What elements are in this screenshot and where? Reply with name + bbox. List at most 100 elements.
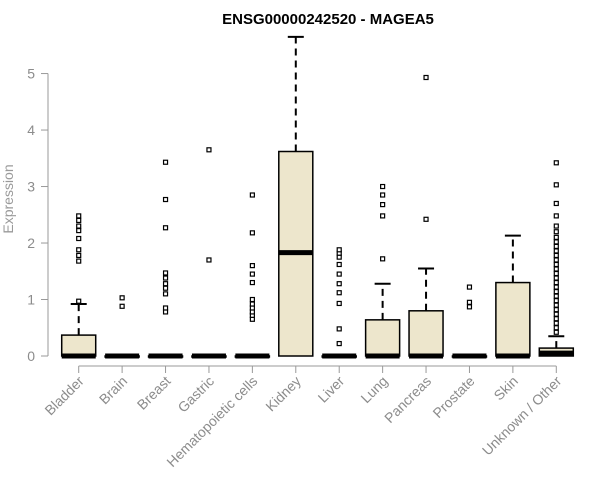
x-tick-label: Gastric bbox=[174, 373, 217, 416]
box-group bbox=[408, 74, 444, 359]
outlier-point bbox=[553, 298, 559, 304]
outlier-point bbox=[553, 329, 559, 335]
x-tick-label: Prostate bbox=[429, 373, 477, 421]
outlier-point bbox=[162, 225, 169, 231]
outlier-point bbox=[336, 326, 342, 332]
outlier-point bbox=[553, 293, 559, 299]
outlier-point bbox=[206, 257, 212, 263]
outlier-point bbox=[162, 275, 169, 281]
outlier-point bbox=[76, 252, 82, 259]
outlier-point bbox=[466, 299, 473, 305]
outlier-point bbox=[162, 159, 169, 165]
outlier-point bbox=[553, 239, 559, 245]
y-tick-label: 3 bbox=[27, 179, 35, 195]
box bbox=[495, 281, 531, 357]
box-group bbox=[104, 295, 140, 359]
box-group bbox=[278, 35, 314, 357]
x-tick-label: Pancreas bbox=[381, 373, 434, 426]
box-group bbox=[538, 160, 575, 357]
y-axis-label: Expression bbox=[0, 164, 16, 233]
x-tick-label: Kidney bbox=[262, 373, 304, 415]
outlier-point bbox=[553, 182, 559, 188]
outlier-point bbox=[423, 74, 429, 81]
outlier-point bbox=[553, 213, 559, 219]
outlier-point bbox=[162, 196, 169, 203]
outlier-point bbox=[553, 279, 559, 286]
outlier-point bbox=[76, 223, 82, 229]
outlier-point bbox=[119, 303, 125, 309]
outlier-point bbox=[206, 147, 212, 153]
x-tick-label: Liver bbox=[315, 373, 348, 406]
box-group bbox=[451, 284, 488, 359]
outlier-point bbox=[553, 261, 559, 268]
outlier-point bbox=[76, 247, 82, 253]
outlier-point bbox=[553, 302, 559, 308]
outlier-point bbox=[553, 257, 559, 263]
outlier-point bbox=[76, 227, 82, 234]
box bbox=[408, 310, 444, 357]
outlier-point bbox=[76, 258, 82, 264]
x-tick-label: Unknown / Other bbox=[479, 373, 565, 459]
outlier-point bbox=[380, 202, 386, 208]
outlier-point bbox=[553, 316, 559, 322]
box-group bbox=[364, 183, 401, 359]
outlier-point bbox=[553, 289, 559, 295]
outlier-point bbox=[380, 256, 386, 262]
x-tick-label: Skin bbox=[490, 373, 521, 404]
outlier-point bbox=[336, 247, 342, 253]
outlier-point bbox=[249, 279, 255, 286]
outlier-point bbox=[336, 290, 342, 296]
outlier-point bbox=[553, 223, 559, 229]
outlier-point bbox=[162, 305, 169, 311]
outlier-point bbox=[76, 235, 82, 242]
outlier-point bbox=[553, 200, 559, 207]
outlier-point bbox=[380, 192, 386, 198]
outlier-point bbox=[553, 229, 559, 235]
outlier-point bbox=[249, 296, 255, 303]
box bbox=[364, 319, 401, 357]
y-tick-label: 2 bbox=[27, 235, 35, 251]
outlier-point bbox=[466, 304, 473, 310]
outlier-point bbox=[336, 271, 342, 277]
outlier-point bbox=[162, 291, 169, 297]
outlier-point bbox=[553, 275, 559, 281]
box-group bbox=[495, 234, 531, 359]
x-tick-label: Lung bbox=[357, 373, 390, 406]
outlier-point bbox=[423, 216, 429, 222]
outlier-point bbox=[553, 270, 559, 277]
outlier-point bbox=[162, 281, 169, 287]
outlier-point bbox=[76, 298, 82, 304]
chart-title: ENSG00000242520 - MAGEA5 bbox=[222, 11, 434, 28]
outlier-point bbox=[553, 307, 559, 313]
outlier-point bbox=[76, 217, 82, 224]
y-tick-label: 1 bbox=[27, 292, 35, 308]
box-group bbox=[234, 192, 271, 359]
outlier-point bbox=[553, 234, 559, 240]
outlier-point bbox=[553, 266, 559, 272]
outlier-point bbox=[553, 320, 559, 326]
box-group bbox=[191, 147, 227, 359]
outlier-point bbox=[553, 325, 559, 331]
outlier-point bbox=[380, 213, 386, 219]
outlier-point bbox=[466, 284, 473, 290]
outlier-point bbox=[336, 281, 342, 287]
outlier-point bbox=[249, 192, 255, 198]
outlier-point bbox=[119, 295, 125, 301]
outlier-point bbox=[162, 285, 169, 291]
outlier-point bbox=[249, 230, 255, 236]
outlier-point bbox=[553, 311, 559, 317]
x-tick-label: Breast bbox=[134, 373, 174, 413]
outlier-point bbox=[336, 300, 342, 307]
outlier-point bbox=[249, 301, 255, 307]
y-tick-label: 5 bbox=[27, 66, 35, 82]
y-axis: 0 1 2 3 4 5 bbox=[27, 66, 49, 364]
box-group bbox=[60, 213, 97, 359]
outlier-point bbox=[553, 252, 559, 259]
boxes bbox=[60, 35, 575, 359]
outlier-point bbox=[336, 261, 342, 268]
box-group bbox=[321, 247, 357, 359]
outlier-point bbox=[553, 248, 559, 254]
box bbox=[60, 334, 97, 357]
